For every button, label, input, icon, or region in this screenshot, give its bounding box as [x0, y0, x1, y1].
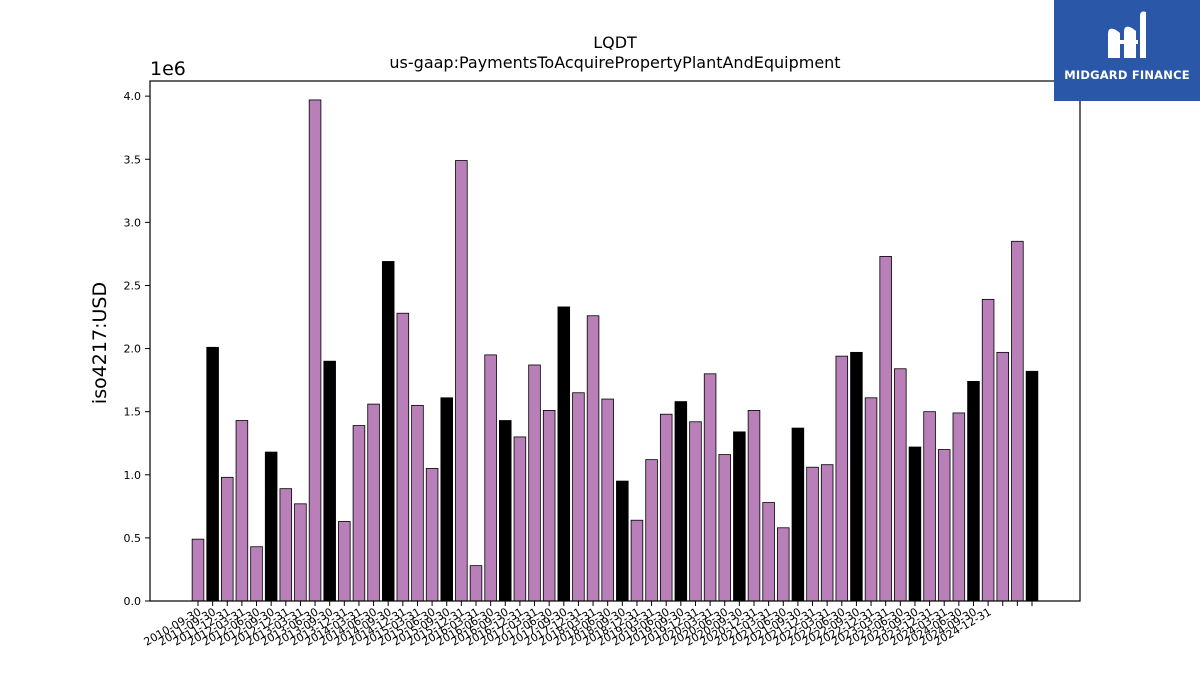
bar — [674, 401, 688, 602]
bar — [294, 503, 307, 602]
bar — [235, 420, 249, 602]
bar — [264, 451, 278, 602]
bar — [806, 466, 819, 602]
bar — [308, 99, 322, 602]
bar — [733, 431, 746, 602]
y-tick-label: 1.5 — [124, 406, 142, 419]
bar — [352, 425, 366, 602]
bar — [469, 565, 483, 602]
chart-title: LQDT — [593, 33, 637, 52]
bar — [542, 410, 556, 602]
bars — [191, 99, 1039, 602]
bar — [894, 368, 907, 602]
bar — [425, 468, 439, 602]
bar — [484, 354, 497, 602]
y-axis-label: iso4217:USD — [89, 282, 111, 404]
bar — [835, 355, 849, 602]
y-axis-multiplier: 1e6 — [150, 58, 186, 80]
x-axis-ticks: 2010-09-302011-09-302011-12-312012-03-31… — [142, 601, 1033, 649]
bar — [923, 411, 936, 602]
bar — [762, 502, 775, 602]
bar — [967, 380, 980, 602]
bar — [191, 538, 205, 602]
y-tick-label: 3.5 — [124, 153, 142, 166]
bar — [616, 480, 629, 602]
bar — [1025, 370, 1039, 602]
bar — [557, 306, 571, 602]
y-tick-label: 4.0 — [124, 90, 142, 103]
y-tick-label: 3.0 — [124, 216, 142, 229]
bar — [206, 346, 219, 602]
brand-name: MIDGARD FINANCE — [1064, 68, 1190, 82]
bar — [996, 351, 1009, 602]
bar — [528, 364, 541, 602]
bar — [367, 403, 380, 602]
bar — [1011, 240, 1024, 602]
bar — [659, 413, 673, 602]
bar — [777, 527, 790, 602]
bar — [630, 519, 644, 602]
bar — [221, 476, 234, 602]
midgard-logo-icon — [1108, 11, 1146, 58]
bar — [981, 298, 995, 602]
bar — [381, 261, 395, 602]
y-axis-ticks: 0.0 0.5 1.0 1.5 2.0 2.5 3.0 3.5 4.0 — [124, 90, 150, 608]
plot-frame — [149, 80, 1081, 602]
bar — [513, 436, 527, 602]
y-tick-label: 0.0 — [124, 595, 142, 608]
bar — [338, 521, 351, 602]
bar — [879, 256, 892, 602]
brand-logo: MIDGARD FINANCE — [1054, 0, 1200, 101]
bar — [279, 488, 293, 602]
bar — [937, 449, 951, 602]
bar — [601, 398, 614, 602]
bar — [864, 397, 878, 602]
bar — [586, 315, 600, 602]
bar — [396, 312, 410, 602]
bar — [908, 446, 922, 602]
chart-subtitle: us-gaap:PaymentsToAcquirePropertyPlantAn… — [389, 53, 840, 72]
bar — [850, 351, 863, 602]
bar — [820, 464, 834, 602]
bar — [250, 546, 263, 602]
bar — [718, 454, 731, 602]
bar — [323, 360, 336, 602]
y-tick-label: 2.0 — [124, 343, 142, 356]
y-tick-label: 1.0 — [124, 469, 142, 482]
bar — [952, 412, 966, 602]
y-tick-label: 2.5 — [124, 279, 142, 292]
bar — [791, 427, 805, 602]
bar — [747, 410, 761, 602]
bar — [703, 373, 717, 602]
y-tick-label: 0.5 — [124, 532, 142, 545]
bar — [499, 420, 512, 602]
bar — [455, 160, 468, 602]
bar — [572, 392, 585, 602]
bar — [411, 404, 424, 602]
bar — [689, 421, 702, 602]
bar — [440, 397, 453, 602]
bar — [645, 459, 658, 602]
